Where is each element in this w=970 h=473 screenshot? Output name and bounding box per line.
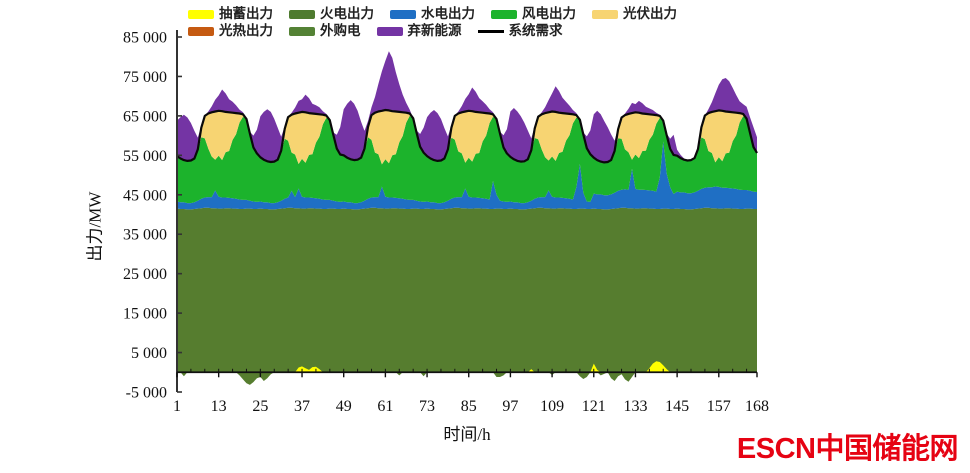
x-tick-label: 121 (582, 398, 606, 415)
legend-label: 抽蓄出力 (219, 6, 273, 21)
demand-line (176, 108, 758, 164)
area-wind (177, 115, 757, 204)
legend-item: 风电出力 (491, 6, 576, 22)
y-axis-title: 出力/MW (85, 191, 105, 262)
y-tick-label: 45 000 (123, 187, 167, 204)
legend-row-2: 光热出力 外购电 弃新能源 系统需求 (188, 23, 788, 39)
legend-label: 弃新能源 (407, 23, 462, 38)
legend-label: 风电出力 (522, 6, 576, 21)
x-tick-label: 145 (665, 398, 689, 415)
area-curtailed-renewables (177, 51, 757, 163)
legend-item: 火电出力 (289, 6, 374, 22)
x-tick-label: 97 (502, 398, 518, 415)
legend-swatch-icon (390, 9, 416, 19)
legend-swatch-icon (491, 9, 517, 19)
legend-swatch-icon (289, 26, 315, 36)
legend-item: 弃新能源 (376, 23, 462, 39)
x-tick-label: 168 (745, 398, 769, 415)
legend-swatch-icon (289, 9, 315, 19)
legend-label: 水电出力 (421, 6, 475, 21)
legend-swatch-icon (376, 26, 403, 36)
legend-swatch-icon (188, 26, 214, 36)
legend-swatch-icon (592, 9, 618, 19)
area-pv (177, 110, 757, 165)
legend-label: 光热出力 (219, 23, 273, 38)
x-tick-label: 25 (252, 398, 268, 415)
legend-label: 光伏出力 (623, 6, 677, 21)
y-tick-label: 35 000 (123, 227, 167, 244)
legend-swatch-icon (188, 9, 214, 19)
x-tick-label: 109 (540, 398, 564, 415)
legend-item: 水电出力 (390, 6, 475, 22)
x-tick-label: 73 (419, 398, 435, 415)
y-tick-label: -5 000 (126, 385, 167, 402)
legend-item: 光伏出力 (592, 6, 677, 22)
y-tick-label: 5 000 (131, 345, 167, 362)
legend-item: 外购电 (289, 23, 361, 39)
area-thermal-and-purchased (177, 207, 757, 385)
legend-label: 系统需求 (508, 23, 563, 38)
x-tick-label: 13 (211, 398, 227, 415)
x-axis-title: 时间/h (443, 425, 491, 444)
legend-label: 外购电 (320, 23, 361, 38)
x-tick-label: 61 (377, 398, 393, 415)
escn-logo: ESCN中国储能网 (736, 433, 959, 465)
x-tick-label: 133 (623, 398, 647, 415)
y-tick-label: 15 000 (123, 306, 167, 323)
y-tick-label: 65 000 (123, 108, 167, 125)
legend-swatch-icon (477, 29, 504, 33)
legend-item: 光热出力 (188, 23, 273, 39)
y-tick-label: 25 000 (123, 266, 167, 283)
x-tick-label: 85 (461, 398, 477, 415)
legend-row-1: 抽蓄出力 火电出力 水电出力 风电出力 光伏出力 (188, 6, 788, 22)
x-tick-label: 1 (173, 398, 181, 415)
y-tick-label: 85 000 (123, 30, 167, 47)
legend-item: 抽蓄出力 (188, 6, 273, 22)
chart-legend: 抽蓄出力 火电出力 水电出力 风电出力 光伏出力光热出力 外购电 弃新能源 系统需求 (188, 6, 788, 39)
area-hydro (177, 141, 757, 210)
y-tick-label: 55 000 (123, 148, 167, 165)
x-tick-label: 49 (336, 398, 352, 415)
x-tick-label: 37 (294, 398, 310, 415)
legend-item: 系统需求 (477, 23, 563, 39)
y-tick-label: 75 000 (123, 69, 167, 86)
legend-label: 火电出力 (320, 6, 374, 21)
x-tick-label: 157 (707, 398, 731, 415)
